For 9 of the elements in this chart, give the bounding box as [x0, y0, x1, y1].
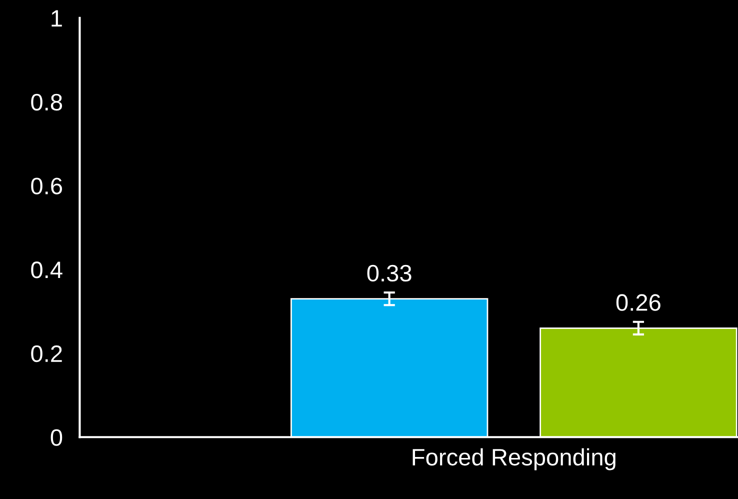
- data-label: 0.26: [616, 294, 660, 311]
- y-tick-label: 0.4: [31, 262, 62, 278]
- y-tick-label: 0.6: [31, 178, 62, 194]
- y-tick-label: 0.2: [31, 345, 62, 362]
- data-label: 0.33: [367, 264, 412, 282]
- x-tick-label: Forced Responding: [412, 448, 616, 470]
- y-tick-label: 0: [50, 429, 62, 446]
- y-tick-label: 1: [52, 10, 62, 27]
- y-tick-label: 0.8: [31, 94, 62, 111]
